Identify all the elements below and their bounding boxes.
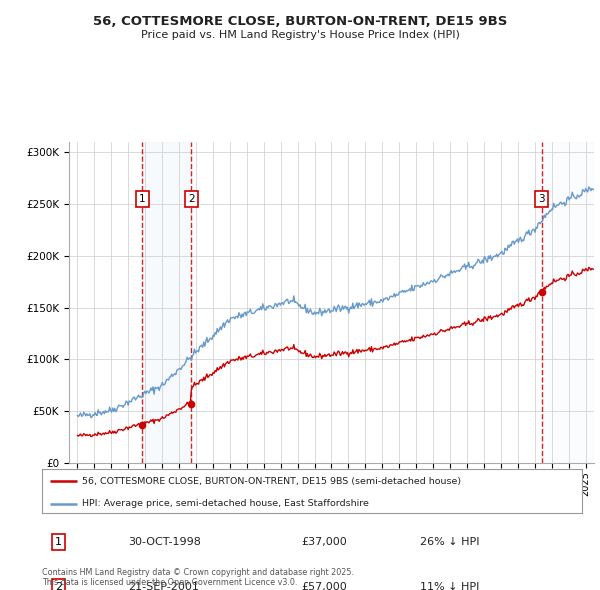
Text: 56, COTTESMORE CLOSE, BURTON-ON-TRENT, DE15 9BS: 56, COTTESMORE CLOSE, BURTON-ON-TRENT, D… (93, 15, 507, 28)
Text: HPI: Average price, semi-detached house, East Staffordshire: HPI: Average price, semi-detached house,… (83, 499, 370, 508)
Text: 30-OCT-1998: 30-OCT-1998 (128, 537, 201, 547)
Text: Contains HM Land Registry data © Crown copyright and database right 2025.
This d: Contains HM Land Registry data © Crown c… (42, 568, 354, 587)
Text: 56, COTTESMORE CLOSE, BURTON-ON-TRENT, DE15 9BS (semi-detached house): 56, COTTESMORE CLOSE, BURTON-ON-TRENT, D… (83, 477, 461, 486)
Text: Price paid vs. HM Land Registry's House Price Index (HPI): Price paid vs. HM Land Registry's House … (140, 30, 460, 40)
Text: 2: 2 (188, 194, 194, 204)
Text: 21-SEP-2001: 21-SEP-2001 (128, 582, 199, 590)
Bar (542, 142, 594, 463)
Bar (142, 142, 191, 463)
Text: £37,000: £37,000 (301, 537, 347, 547)
Text: 1: 1 (55, 537, 62, 547)
Text: £57,000: £57,000 (301, 582, 347, 590)
Text: 26% ↓ HPI: 26% ↓ HPI (420, 537, 479, 547)
Text: 1: 1 (139, 194, 146, 204)
Text: 3: 3 (538, 194, 545, 204)
Text: 11% ↓ HPI: 11% ↓ HPI (420, 582, 479, 590)
Text: 2: 2 (55, 582, 62, 590)
